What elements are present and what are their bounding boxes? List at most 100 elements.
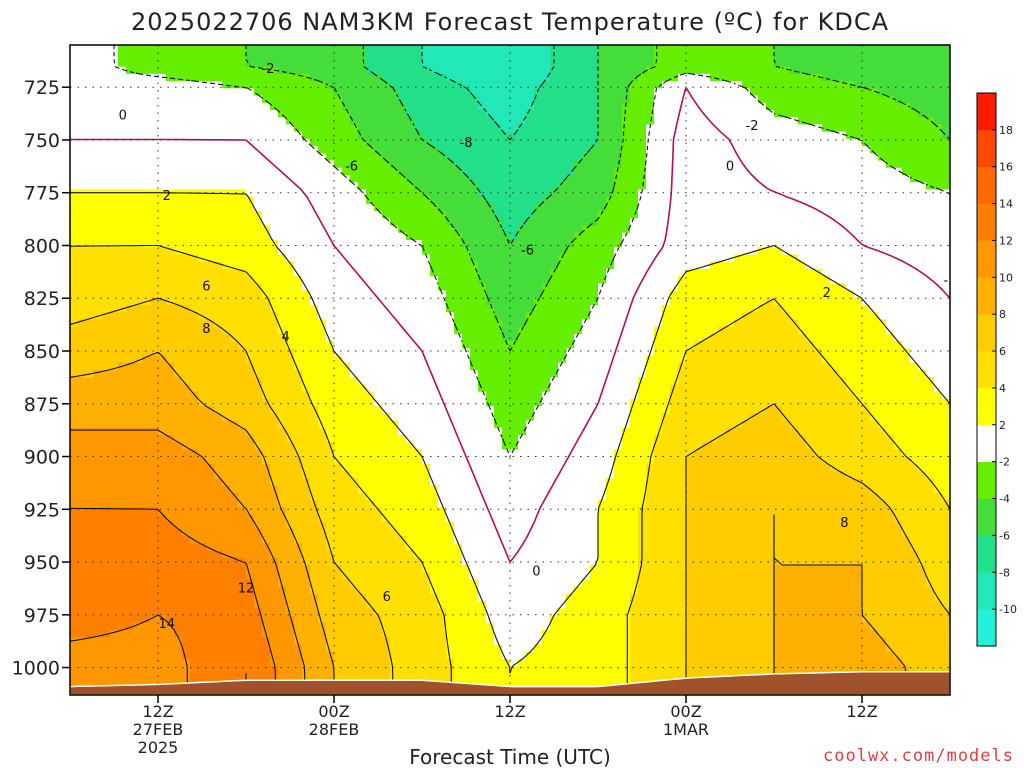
field-cell (462, 66, 471, 75)
field-cell (278, 66, 287, 75)
field-cell (86, 362, 95, 371)
field-cell (518, 254, 527, 263)
field-cell (126, 124, 135, 133)
field-cell (854, 66, 863, 75)
field-cell (126, 95, 135, 104)
field-cell (774, 348, 783, 357)
field-cell (294, 240, 303, 248)
field-cell (750, 333, 759, 342)
field-cell (310, 326, 319, 335)
field-cell (382, 110, 391, 118)
field-cell (878, 138, 887, 147)
field-cell (414, 268, 423, 277)
field-cell (638, 117, 647, 126)
field-cell (86, 305, 95, 313)
field-cell (718, 189, 727, 198)
field-cell (510, 203, 519, 212)
field-cell (782, 124, 791, 133)
field-cell (446, 73, 455, 82)
field-cell (782, 261, 791, 270)
field-cell (550, 297, 559, 306)
field-cell (742, 232, 751, 241)
field-cell (190, 203, 199, 212)
field-cell (798, 240, 807, 248)
field-cell (246, 59, 255, 68)
field-cell (798, 110, 807, 118)
field-cell (326, 52, 335, 61)
field-cell (438, 240, 447, 248)
field-cell (134, 167, 143, 176)
field-cell (622, 232, 631, 241)
field-cell (734, 45, 743, 53)
field-cell (614, 218, 623, 227)
field-cell (598, 189, 607, 198)
field-cell (566, 175, 575, 183)
field-cell (838, 218, 847, 227)
field-cell (886, 131, 895, 140)
field-cell (126, 160, 135, 169)
field-cell (294, 88, 303, 97)
field-cell (646, 81, 655, 89)
field-cell (166, 254, 175, 263)
field-cell (262, 312, 271, 321)
field-cell (462, 73, 471, 82)
field-cell (910, 66, 919, 75)
field-cell (118, 73, 127, 82)
field-cell (118, 52, 127, 61)
field-cell (750, 203, 759, 212)
field-cell (358, 138, 367, 147)
field-cell (430, 81, 439, 89)
field-cell (502, 203, 511, 212)
field-cell (758, 153, 767, 162)
field-cell (622, 160, 631, 169)
field-cell (302, 333, 311, 342)
field-cell (518, 146, 527, 154)
field-cell (558, 175, 567, 183)
field-cell (918, 211, 927, 219)
field-cell (798, 160, 807, 169)
field-cell (86, 182, 95, 191)
field-cell (830, 95, 839, 104)
field-cell (518, 247, 527, 256)
field-cell (446, 240, 455, 248)
field-cell (182, 232, 191, 241)
field-cell (830, 110, 839, 118)
field-cell (230, 326, 239, 335)
field-cell (134, 348, 143, 357)
field-cell (302, 175, 311, 183)
field-cell (526, 218, 535, 227)
field-cell (830, 189, 839, 198)
field-cell (102, 341, 111, 349)
field-cell (390, 268, 399, 277)
field-cell (254, 225, 263, 234)
field-cell (918, 182, 927, 191)
field-cell (622, 254, 631, 263)
field-cell (766, 290, 775, 299)
field-cell (630, 167, 639, 176)
field-cell (374, 131, 383, 140)
field-cell (662, 189, 671, 198)
field-cell (406, 254, 415, 263)
field-cell (838, 117, 847, 126)
field-cell (494, 52, 503, 61)
field-cell (382, 66, 391, 75)
field-cell (462, 81, 471, 89)
field-cell (118, 66, 127, 75)
field-cell (302, 73, 311, 82)
field-cell (374, 218, 383, 227)
field-cell (230, 175, 239, 183)
field-cell (502, 312, 511, 321)
field-cell (726, 290, 735, 299)
field-cell (238, 73, 247, 82)
field-cell (270, 52, 279, 61)
field-cell (926, 348, 935, 357)
field-cell (262, 196, 271, 205)
field-cell (366, 370, 375, 378)
field-cell (158, 247, 167, 256)
field-cell (798, 247, 807, 256)
field-cell (710, 117, 719, 126)
field-cell (358, 131, 367, 140)
field-cell (590, 290, 599, 299)
field-cell (286, 88, 295, 97)
field-cell (782, 218, 791, 227)
